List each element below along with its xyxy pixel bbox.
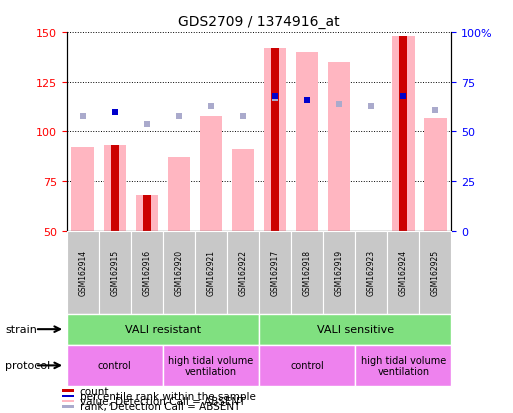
Text: control: control <box>98 361 132 370</box>
Text: GSM162921: GSM162921 <box>206 249 215 296</box>
Text: GSM162917: GSM162917 <box>270 249 280 296</box>
Bar <box>392 37 415 231</box>
Text: GSM162914: GSM162914 <box>78 249 87 296</box>
Bar <box>271 49 279 231</box>
Bar <box>296 53 319 231</box>
Bar <box>264 49 286 231</box>
Text: control: control <box>290 361 324 370</box>
Bar <box>111 146 119 231</box>
Title: GDS2709 / 1374916_at: GDS2709 / 1374916_at <box>178 15 340 29</box>
Text: high tidal volume
ventilation: high tidal volume ventilation <box>168 355 253 376</box>
Bar <box>168 158 190 231</box>
Text: count: count <box>80 386 109 396</box>
Bar <box>328 63 350 231</box>
Text: protocol: protocol <box>5 361 50 370</box>
Text: GSM162918: GSM162918 <box>303 249 312 296</box>
Text: GSM162919: GSM162919 <box>334 249 344 296</box>
Text: GSM162924: GSM162924 <box>399 249 408 296</box>
Bar <box>104 146 126 231</box>
Bar <box>71 148 94 231</box>
Text: rank, Detection Call = ABSENT: rank, Detection Call = ABSENT <box>80 401 240 411</box>
Bar <box>232 150 254 231</box>
Bar <box>200 116 222 231</box>
Bar <box>135 196 158 231</box>
Text: VALI resistant: VALI resistant <box>125 324 201 335</box>
Text: percentile rank within the sample: percentile rank within the sample <box>80 391 255 401</box>
Bar <box>143 196 151 231</box>
Text: GSM162922: GSM162922 <box>239 249 248 296</box>
Bar <box>400 37 407 231</box>
Bar <box>424 118 447 231</box>
Text: strain: strain <box>5 324 37 335</box>
Text: value, Detection Call = ABSENT: value, Detection Call = ABSENT <box>80 396 245 406</box>
Text: GSM162916: GSM162916 <box>142 249 151 296</box>
Text: GSM162925: GSM162925 <box>431 249 440 296</box>
Text: VALI sensitive: VALI sensitive <box>317 324 394 335</box>
Text: high tidal volume
ventilation: high tidal volume ventilation <box>361 355 446 376</box>
Text: GSM162920: GSM162920 <box>174 249 184 296</box>
Text: GSM162915: GSM162915 <box>110 249 120 296</box>
Text: GSM162923: GSM162923 <box>367 249 376 296</box>
